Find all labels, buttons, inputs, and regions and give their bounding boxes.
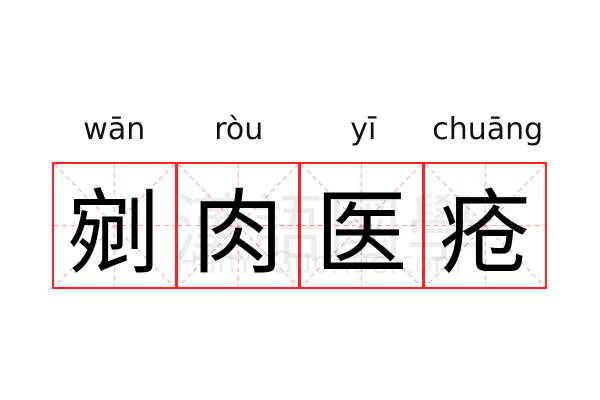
pinyin-row: wān ròu yī chuāng [52,108,550,152]
pinyin-3: yī [350,112,377,147]
grid-guides [177,164,298,287]
grid-guides [424,164,545,287]
pinyin-2: ròu [214,112,264,147]
hanzi-1: 剜 [68,180,161,287]
character-cell: 肉 [175,162,300,289]
character-grid: 剜 肉 医 疮 [52,162,550,289]
character-cell: 医 [299,162,424,289]
grid-guides [301,164,422,287]
hanzi-3: 医 [315,180,408,287]
pinyin-1: wān [83,112,146,147]
hanzi-4: 疮 [438,180,531,287]
grid-guides [54,164,175,287]
character-cell: 剜 [52,162,177,289]
hanzi-2: 肉 [191,180,284,287]
pinyin-4: chuāng [432,112,544,147]
character-cell: 疮 [422,162,547,289]
